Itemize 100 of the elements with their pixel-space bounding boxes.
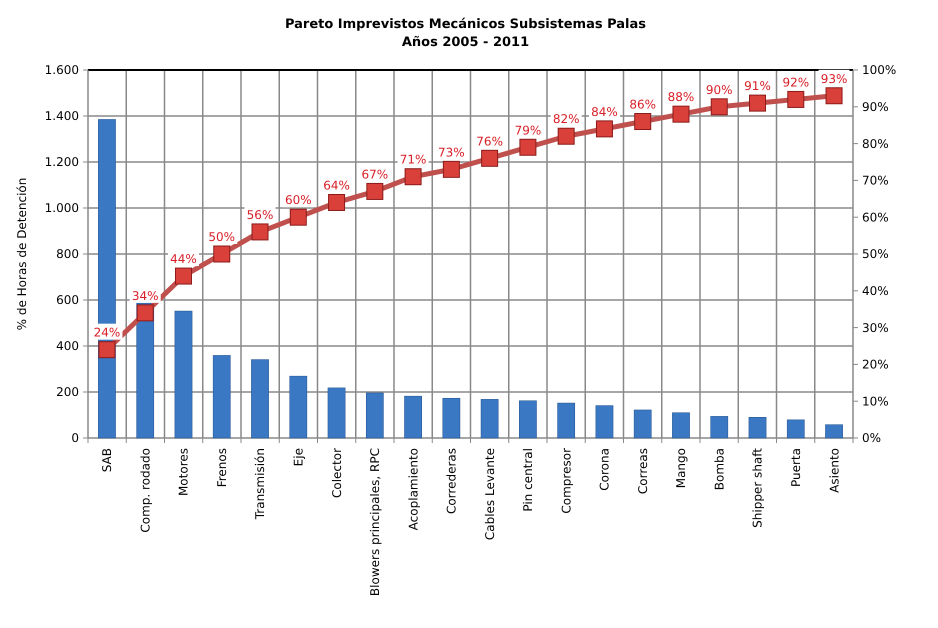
bar	[672, 412, 690, 438]
x-tick-label: Shipper shaft	[750, 448, 765, 528]
x-tick-label: Motores	[176, 448, 191, 496]
bar	[366, 392, 384, 438]
x-tick-label: Correas	[636, 448, 650, 494]
point	[442, 160, 460, 178]
y2-tick-label: 100%	[862, 63, 896, 78]
y-axis-title: % de Horas de Detención	[15, 178, 29, 330]
y2-tick-label: 30%	[862, 320, 889, 335]
y2-tick-label: 80%	[862, 136, 889, 151]
data-label: 76%	[476, 134, 503, 148]
y-tick-label: 1.400	[44, 109, 79, 124]
data-label: 93%	[820, 72, 848, 86]
data-label: 82%	[552, 112, 580, 126]
data-label: 73%	[438, 145, 465, 160]
x-tick-label: Acoplamiento	[406, 448, 420, 530]
data-label: 88%	[668, 90, 694, 104]
point	[252, 223, 269, 240]
point	[672, 106, 690, 123]
bar	[596, 405, 614, 438]
point	[481, 150, 498, 167]
data-label: 24%	[94, 326, 120, 340]
x-tick-label: Frenos	[214, 448, 229, 488]
x-tick-label: Transmisión	[253, 448, 268, 520]
data-label: 79%	[514, 123, 542, 138]
y-tick-label: 1.000	[44, 201, 79, 216]
point	[826, 87, 843, 104]
data-label: 50%	[208, 230, 236, 244]
bar	[634, 410, 652, 438]
y-tick-label: 800	[56, 247, 79, 262]
bar	[174, 310, 192, 438]
x-tick-label: Asiento	[827, 448, 842, 493]
bar	[212, 355, 231, 438]
y-tick-label: 600	[56, 293, 79, 308]
y2-tick-label: 60%	[862, 210, 889, 224]
bar	[519, 400, 537, 438]
x-tick-label: Colector	[330, 448, 344, 498]
y-tick-label: 1.200	[44, 155, 79, 170]
data-label: 56%	[246, 208, 274, 222]
point	[404, 168, 422, 186]
bar	[404, 396, 422, 438]
x-tick-label: Cables Levante	[482, 448, 497, 540]
data-label: 60%	[284, 193, 312, 208]
bar	[251, 359, 269, 438]
bar	[557, 402, 576, 438]
x-tick-label: Corona	[598, 448, 612, 491]
point	[136, 304, 154, 322]
y2-tick-label: 40%	[862, 284, 889, 298]
point	[558, 128, 575, 145]
x-tick-label: Correderas	[444, 448, 459, 514]
data-label: 90%	[706, 82, 733, 97]
x-tick-label: Compresor	[559, 448, 574, 514]
y2-tick-label: 90%	[862, 100, 889, 114]
point	[366, 182, 384, 200]
bar	[328, 388, 346, 438]
y-tick-label: 200	[56, 385, 79, 400]
x-tick-label: Mango	[674, 448, 688, 488]
point	[98, 341, 116, 358]
data-label: 86%	[629, 98, 656, 112]
data-label: 92%	[782, 75, 810, 90]
data-label: 34%	[132, 288, 159, 303]
data-label: 64%	[323, 178, 350, 192]
y2-tick-label: 10%	[862, 394, 889, 408]
point	[749, 94, 766, 112]
x-tick-label: Comp. rodado	[138, 448, 152, 533]
x-tick-label: Blowers principales, RPC	[368, 448, 382, 596]
bar	[748, 417, 766, 438]
data-label: 91%	[744, 79, 771, 94]
bar	[442, 398, 460, 438]
x-tick-label: Eje	[291, 448, 306, 466]
x-tick-label: Pin central	[521, 448, 536, 512]
data-label: 71%	[400, 152, 426, 167]
point	[519, 138, 536, 156]
y2-tick-label: 20%	[862, 358, 889, 372]
data-label: 84%	[591, 104, 618, 119]
bar	[825, 424, 843, 438]
bar	[786, 420, 805, 438]
y2-tick-label: 0%	[862, 431, 882, 446]
y-tick-label: 400	[56, 339, 79, 354]
bar	[480, 399, 498, 438]
point	[710, 98, 728, 116]
point	[213, 246, 230, 262]
point	[634, 113, 652, 130]
y-tick-label: 0	[71, 431, 79, 446]
point	[290, 208, 307, 226]
point	[174, 268, 192, 285]
x-tick-label: SAB	[100, 448, 114, 472]
point	[787, 90, 804, 108]
data-label: 67%	[361, 167, 388, 182]
y2-tick-label: 70%	[862, 174, 889, 188]
bar	[710, 416, 728, 438]
x-tick-label: Bomba	[712, 448, 726, 490]
chart-subtitle: Años 2005 - 2011	[402, 35, 530, 50]
data-label: 44%	[170, 252, 197, 266]
x-tick-label: Puerta	[788, 448, 803, 488]
y2-tick-label: 50%	[862, 247, 889, 262]
point	[596, 120, 613, 138]
y-tick-label: 1.600	[44, 63, 79, 78]
point	[328, 194, 346, 211]
chart-title: Pareto Imprevistos Mecánicos Subsistemas Palas	[284, 17, 646, 32]
